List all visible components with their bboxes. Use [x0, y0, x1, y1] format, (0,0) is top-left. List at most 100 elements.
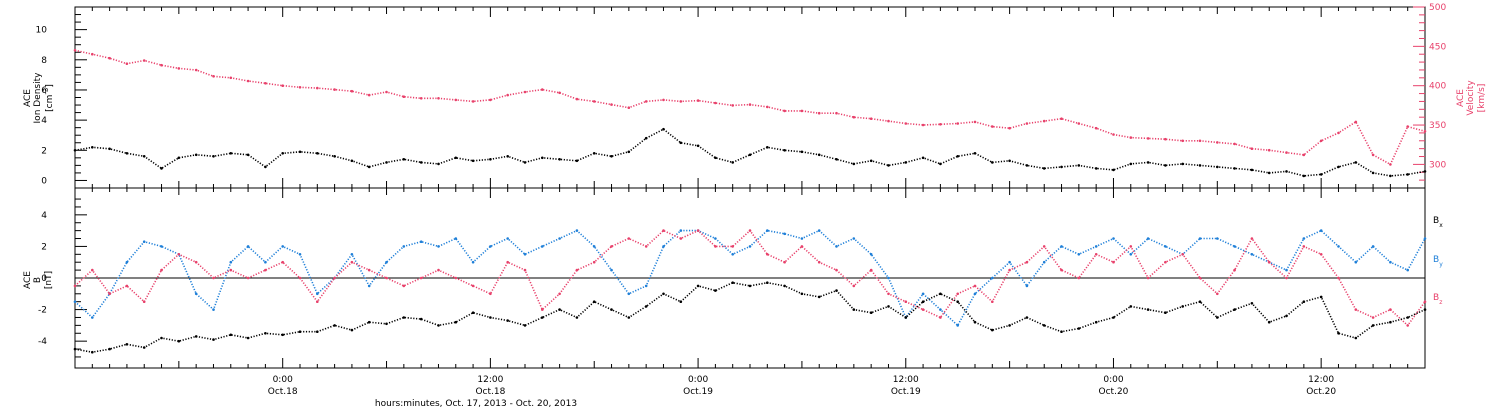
bz-point [1042, 245, 1046, 248]
by-point [506, 237, 510, 240]
bfield-axis-label-line2: B [33, 277, 43, 283]
bz-point [419, 276, 423, 280]
velocity-axis-label-line2: Velocity [1466, 80, 1476, 116]
bx-point [523, 324, 527, 327]
bz-point [142, 300, 146, 304]
by-point [1112, 237, 1115, 240]
velocity-point [1354, 120, 1358, 124]
bz-point [281, 260, 285, 264]
legend-by: By [1433, 255, 1443, 268]
bx-point [437, 324, 440, 327]
time-tick-label: 0:00 [688, 375, 708, 385]
bx-point [714, 289, 717, 292]
time-tick-date: Oct.20 [1306, 387, 1336, 397]
legend-bx-label: B [1433, 216, 1439, 226]
bz-point [367, 268, 371, 272]
density-axis-label-line2: Ion Density [33, 72, 43, 124]
density-point [298, 150, 302, 154]
density-point [991, 161, 994, 164]
density-point [1406, 173, 1409, 176]
bx-point [1406, 316, 1409, 319]
bz-point [1077, 276, 1081, 280]
by-point [402, 245, 406, 248]
bz-point [1233, 268, 1236, 272]
bz-point [904, 300, 908, 304]
by-point [1319, 229, 1323, 232]
by-point [714, 237, 717, 240]
density-point [679, 141, 683, 145]
time-tick-date: Oct.19 [891, 387, 921, 397]
bz-point [298, 276, 302, 280]
density-point [1164, 164, 1167, 167]
by-point [298, 253, 302, 256]
bfield-tick-label: -2 [38, 306, 47, 316]
density-point [748, 153, 752, 157]
density-point [939, 162, 942, 166]
velocity-point [194, 68, 198, 72]
bz-point [766, 253, 769, 256]
bz-point [160, 268, 163, 272]
by-point [627, 292, 631, 296]
by-point [1233, 245, 1236, 248]
by-point [731, 253, 734, 256]
by-point [887, 276, 890, 280]
density-point [1250, 168, 1254, 172]
velocity-point [437, 97, 440, 100]
by-point [1094, 245, 1098, 248]
velocity-point [1008, 126, 1011, 130]
bx-point [1112, 316, 1115, 319]
velocity-point [1094, 126, 1098, 130]
bz-point [489, 292, 492, 296]
bx-point [887, 305, 890, 308]
legend-by-label: B [1433, 255, 1439, 265]
bz-point [575, 268, 579, 272]
velocity-point [489, 98, 492, 102]
bz-point [506, 260, 510, 264]
bz-point [1216, 292, 1219, 296]
bz-series [73, 229, 1427, 327]
bz-point [125, 284, 129, 288]
velocity-point [575, 97, 579, 101]
velocity-point [610, 103, 613, 106]
by-point [246, 245, 250, 248]
bx-point [298, 330, 302, 334]
by-point [869, 253, 873, 256]
density-point [904, 161, 908, 164]
density-point [333, 155, 336, 158]
velocity-point [281, 84, 285, 87]
velocity-point [402, 95, 406, 98]
bz-point [973, 284, 977, 288]
bz-point [1112, 260, 1115, 264]
bz-point [194, 260, 198, 264]
density-point [350, 159, 354, 163]
bz-point [956, 292, 959, 296]
density-point [1354, 161, 1358, 164]
bx-point [177, 339, 181, 343]
velocity-point [1371, 153, 1375, 157]
density-point [817, 153, 821, 157]
density-point [610, 155, 613, 158]
by-point [1042, 260, 1046, 264]
bx-point [662, 292, 665, 296]
velocity-point [800, 109, 804, 113]
velocity-point [523, 90, 527, 94]
velocity-point [91, 52, 94, 56]
by-point [125, 260, 129, 264]
bx-point [921, 300, 925, 304]
legend-bz: Bz [1433, 293, 1442, 306]
density-tick-label: 2 [41, 146, 47, 156]
by-point [1164, 245, 1167, 248]
bx-point [1181, 305, 1184, 308]
time-axis-ticks: 0:00 Oct.18 12:00 Oct.18 0:00 Oct.19 12:00 Oct.… [74, 7, 1426, 397]
density-point [229, 152, 233, 155]
velocity-point [973, 120, 977, 124]
bx-point [281, 333, 285, 337]
velocity-point [1285, 151, 1288, 154]
bx-point [1267, 320, 1271, 324]
by-point [142, 240, 146, 243]
density-axis-unit: [cm-3] [42, 84, 55, 112]
legend-by-sub: y [1439, 261, 1443, 268]
density-axis-label-line1: ACE [23, 89, 33, 107]
density-point [73, 149, 77, 152]
